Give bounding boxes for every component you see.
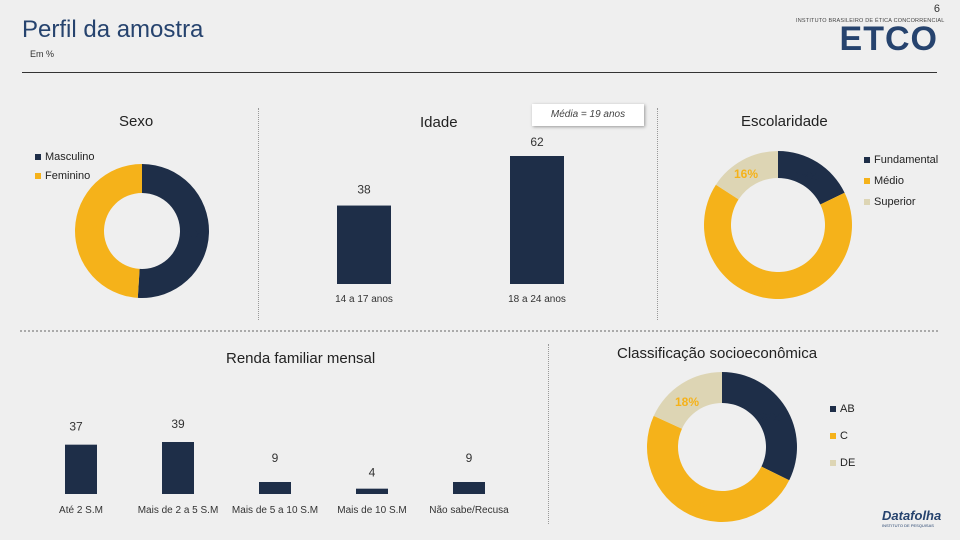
header-divider — [22, 72, 937, 73]
bar-category: Mais de 2 a 5 S.M — [138, 505, 219, 516]
etco-tagline: INSTITUTO BRASILEIRO DE ÉTICA CONCORRENC… — [796, 18, 945, 24]
classe-title: Classificação socioeconômica — [617, 345, 818, 362]
donut-label: 49% — [683, 496, 707, 510]
page-title: Perfil da amostra — [22, 16, 204, 43]
bar-category: 14 a 17 anos — [335, 294, 393, 305]
donut-label: 16% — [734, 167, 758, 181]
bar — [65, 444, 97, 494]
classe-legend-de: DE — [830, 457, 855, 469]
donut-slice-2 — [653, 372, 722, 429]
bar-category: Mais de 5 a 10 S.M — [232, 505, 318, 516]
bar — [453, 482, 485, 494]
bar — [510, 156, 564, 284]
donut-slice-1 — [74, 164, 142, 298]
legend-label: Masculino — [45, 151, 95, 163]
escolaridade-legend-superior: Superior — [864, 196, 916, 208]
donut-label: 32% — [758, 410, 782, 424]
legend-label: Superior — [874, 196, 916, 208]
donut-label: 67% — [760, 277, 784, 291]
bar-category: Não sabe/Recusa — [429, 505, 509, 516]
donut-slice-0 — [137, 164, 209, 298]
sexo-donut-chart: 51% 49% — [74, 164, 209, 298]
legend-label: Feminino — [45, 170, 91, 182]
divider-renda-classe — [548, 344, 549, 524]
escolaridade-legend-fundamental: Fundamental — [864, 154, 938, 166]
bar-category: 18 a 24 anos — [508, 294, 566, 305]
page-number: 6 — [933, 3, 940, 15]
donut-slice-1 — [704, 184, 852, 299]
bar — [162, 442, 194, 494]
legend-label: Fundamental — [874, 154, 939, 166]
etco-wordmark: ETCO — [839, 20, 938, 58]
donut-slice-1 — [647, 415, 790, 522]
etco-logo: INSTITUTO BRASILEIRO DE ÉTICA CONCORRENC… — [796, 18, 945, 60]
sexo-legend-feminino: Feminino — [35, 170, 90, 182]
datafolha-wordmark: Datafolha — [882, 508, 942, 523]
bar-value: 9 — [272, 451, 279, 465]
classe-legend-c: C — [830, 430, 848, 442]
bar-value: 9 — [466, 451, 473, 465]
donut-label: 18% — [675, 395, 699, 409]
classe-legend-ab: AB — [830, 403, 855, 415]
bar-value: 37 — [69, 420, 83, 434]
donut-label: 18% — [795, 169, 819, 183]
donut-slice-2 — [715, 151, 778, 200]
donut-slice-0 — [722, 372, 797, 481]
bar-category: Até 2 S.M — [59, 505, 103, 516]
section-divider — [20, 330, 938, 332]
sexo-title: Sexo — [119, 113, 154, 130]
bar — [337, 205, 391, 284]
renda-bar-chart: 37 Até 2 S.M 39 Mais de 2 a 5 S.M 9 Mais de 5… — [59, 417, 509, 516]
divider-sexo-idade — [258, 108, 259, 320]
escolaridade-donut-chart: 18% 67% 16% — [704, 151, 852, 299]
bar-value: 39 — [171, 417, 185, 431]
donut-label: 49% — [76, 221, 100, 235]
legend-label: C — [840, 430, 848, 442]
renda-title: Renda familiar mensal — [226, 350, 376, 367]
divider-idade-escolaridade — [657, 108, 658, 320]
classe-donut-chart: 32% 49% 18% — [647, 372, 797, 522]
bar-category: Mais de 10 S.M — [337, 505, 406, 516]
bar-value: 38 — [357, 183, 371, 197]
idade-bar-chart: 38 14 a 17 anos 62 18 a 24 anos — [335, 135, 566, 305]
sexo-legend-masculino: Masculino — [35, 151, 95, 163]
escolaridade-title: Escolaridade — [741, 113, 828, 130]
bar-value: 4 — [369, 466, 376, 480]
bar-value: 62 — [530, 135, 544, 149]
donut-slice-0 — [778, 151, 845, 205]
idade-title: Idade — [420, 114, 458, 131]
bar — [259, 482, 291, 494]
legend-label: DE — [840, 457, 856, 469]
datafolha-logo: Datafolha INSTITUTO DE PESQUISAS — [882, 508, 948, 534]
media-annotation: Média = 19 anos — [532, 104, 644, 126]
page-subtitle: Em % — [30, 49, 55, 59]
legend-label: AB — [840, 403, 855, 415]
datafolha-tagline: INSTITUTO DE PESQUISAS — [882, 523, 934, 528]
legend-label: Médio — [874, 175, 904, 187]
bar — [356, 488, 388, 494]
escolaridade-legend-medio: Médio — [864, 175, 904, 187]
donut-label: 51% — [180, 227, 204, 241]
